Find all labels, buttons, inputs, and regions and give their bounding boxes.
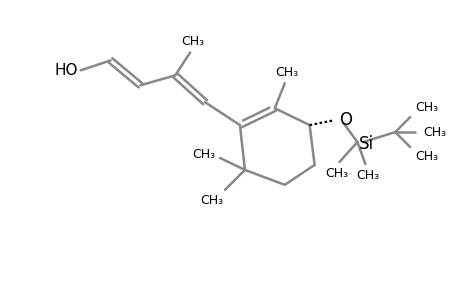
Text: CH₃: CH₃ — [181, 35, 204, 49]
Text: O: O — [339, 111, 352, 129]
Text: HO: HO — [54, 63, 78, 78]
Text: CH₃: CH₃ — [414, 150, 437, 163]
Text: CH₃: CH₃ — [200, 194, 223, 207]
Text: CH₃: CH₃ — [274, 66, 297, 79]
Text: CH₃: CH₃ — [191, 148, 215, 161]
Text: CH₃: CH₃ — [422, 126, 445, 139]
Text: CH₃: CH₃ — [414, 101, 437, 114]
Text: CH₃: CH₃ — [324, 167, 347, 180]
Text: Si: Si — [358, 134, 373, 152]
Text: CH₃: CH₃ — [355, 169, 378, 182]
